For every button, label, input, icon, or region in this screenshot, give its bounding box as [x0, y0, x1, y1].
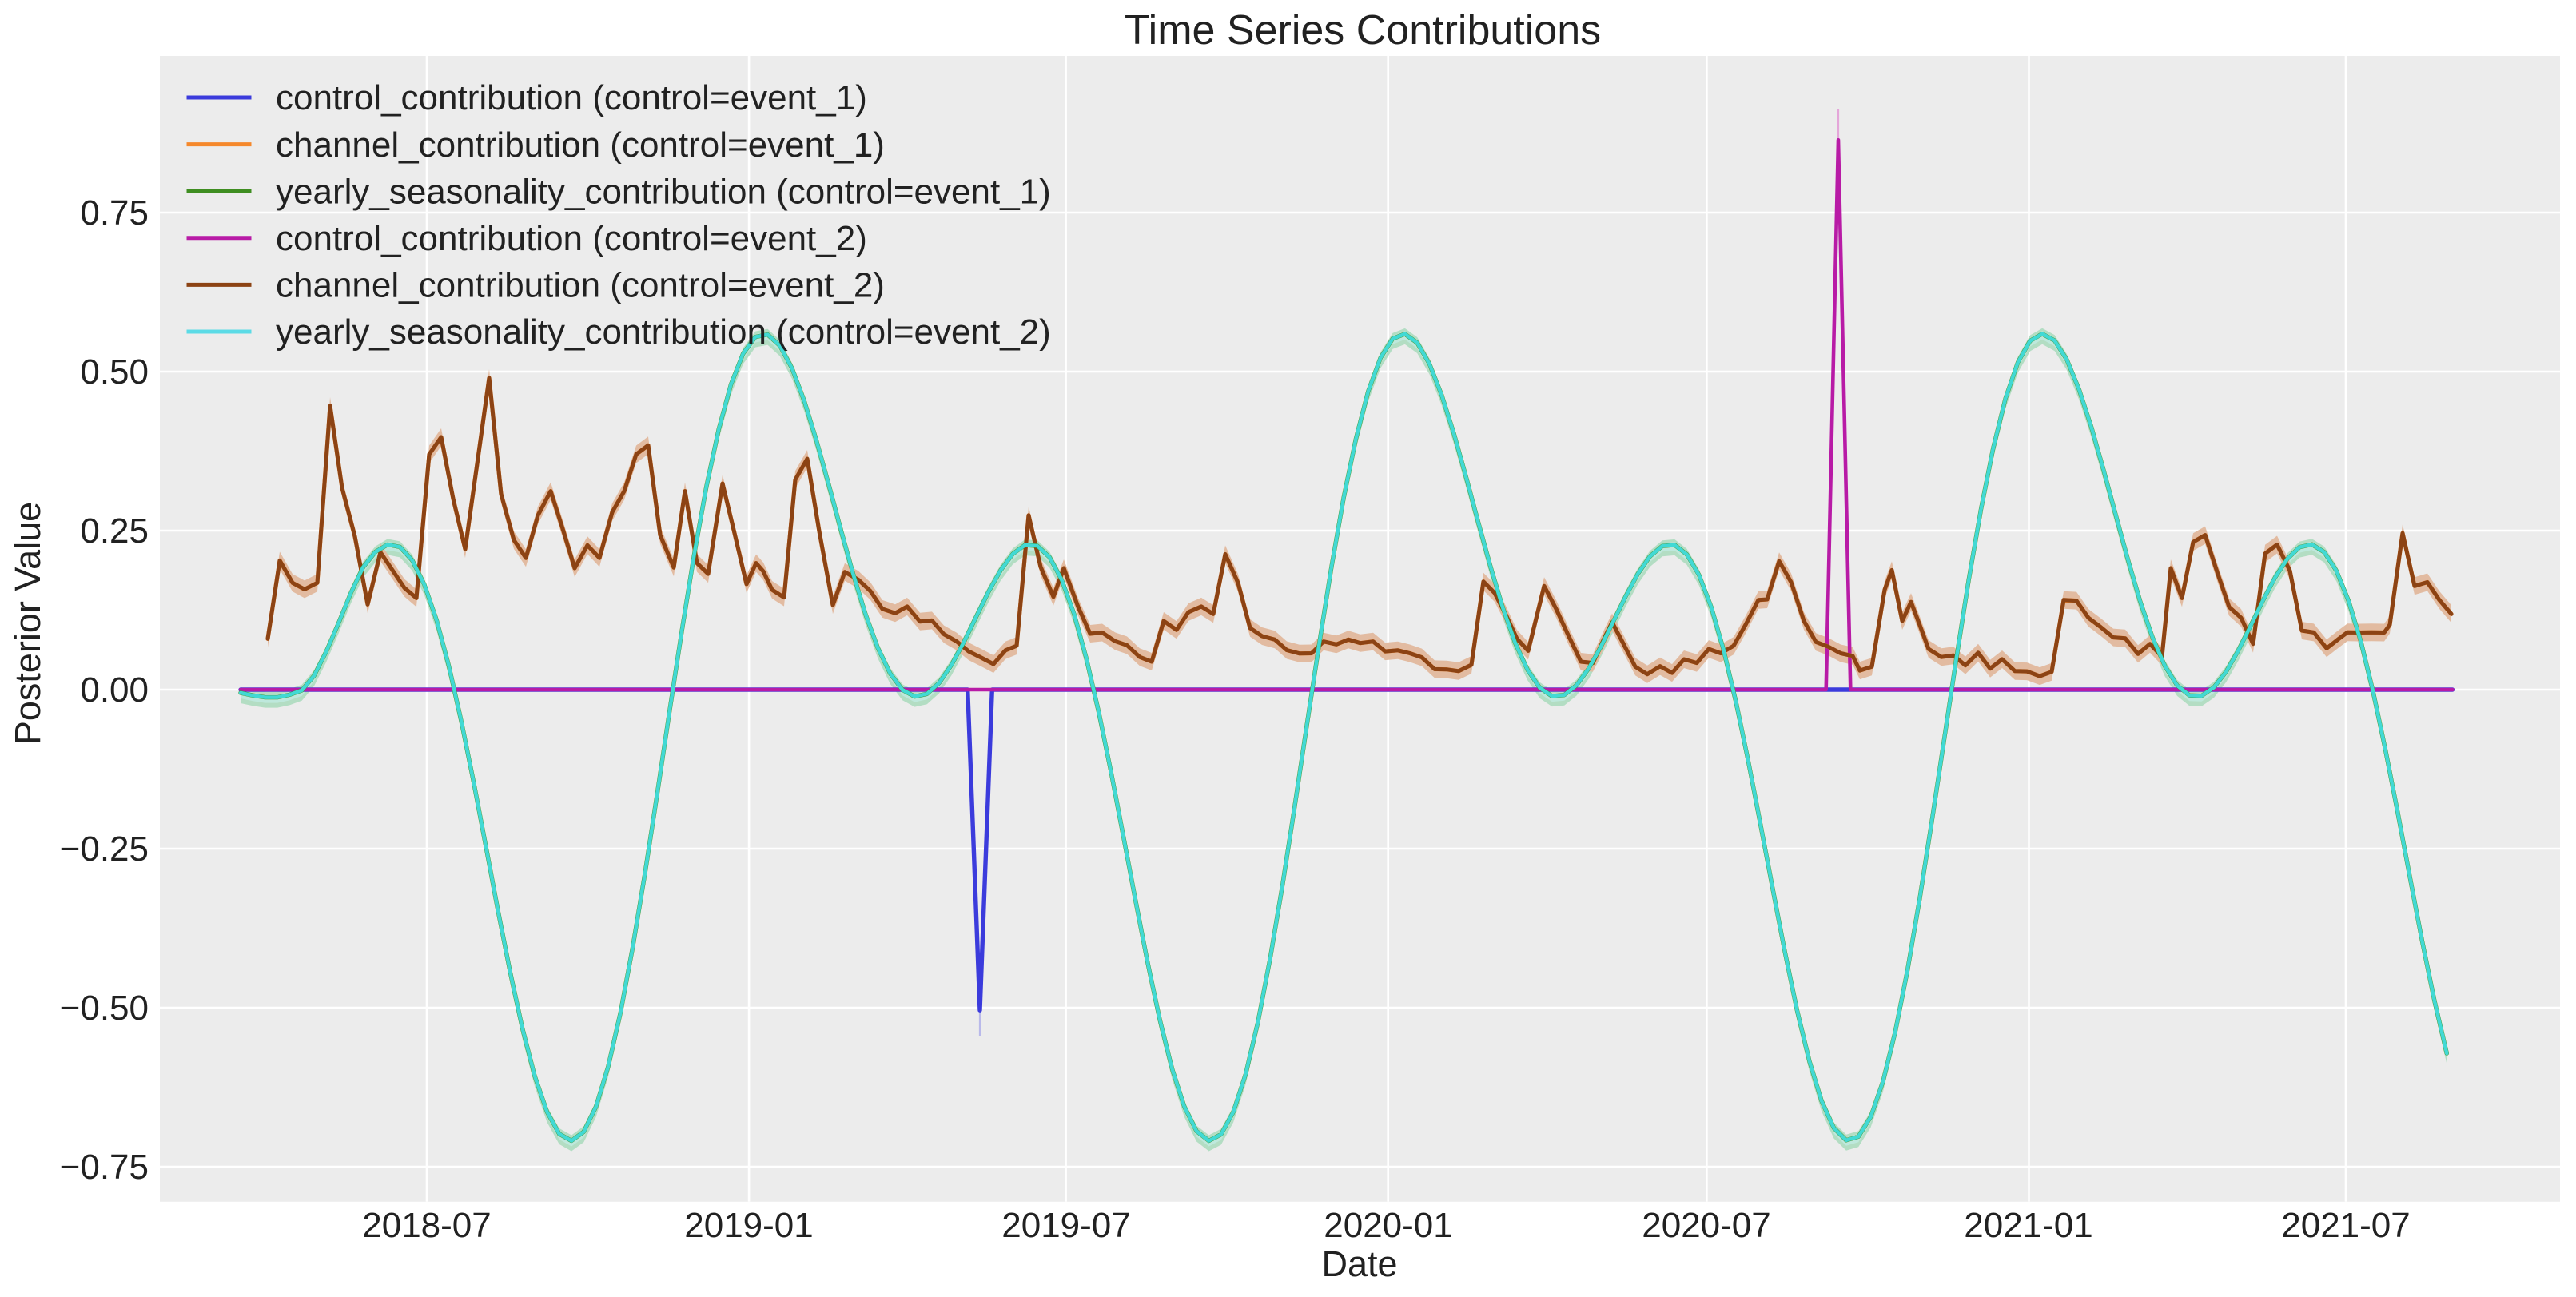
svg-text:yearly_seasonality_contributio: yearly_seasonality_contribution (control…	[276, 172, 1051, 211]
svg-text:0.25: 0.25	[80, 511, 149, 551]
svg-text:Posterior Value: Posterior Value	[7, 502, 48, 745]
svg-text:−0.75: −0.75	[60, 1148, 149, 1187]
svg-text:−0.50: −0.50	[60, 989, 149, 1028]
svg-text:0.75: 0.75	[80, 193, 149, 233]
svg-text:Date: Date	[1321, 1243, 1397, 1284]
svg-text:2018-07: 2018-07	[362, 1206, 491, 1245]
svg-text:2021-01: 2021-01	[1964, 1206, 2092, 1245]
svg-text:2020-07: 2020-07	[1642, 1206, 1770, 1245]
svg-text:2019-01: 2019-01	[684, 1206, 813, 1245]
svg-text:channel_contribution (control=: channel_contribution (control=event_2)	[276, 266, 885, 305]
svg-text:yearly_seasonality_contributio: yearly_seasonality_contribution (control…	[276, 312, 1051, 352]
svg-text:2021-07: 2021-07	[2281, 1206, 2410, 1245]
svg-text:channel_contribution (control=: channel_contribution (control=event_1)	[276, 125, 885, 165]
svg-text:Time Series Contributions: Time Series Contributions	[1125, 7, 1601, 54]
svg-text:2019-07: 2019-07	[1001, 1206, 1130, 1245]
svg-text:0.00: 0.00	[80, 670, 149, 710]
svg-text:0.50: 0.50	[80, 352, 149, 392]
svg-text:control_contribution (control=: control_contribution (control=event_1)	[276, 78, 867, 117]
svg-text:2020-01: 2020-01	[1324, 1206, 1452, 1245]
svg-text:control_contribution (control=: control_contribution (control=event_2)	[276, 219, 867, 258]
svg-text:−0.25: −0.25	[60, 830, 149, 869]
